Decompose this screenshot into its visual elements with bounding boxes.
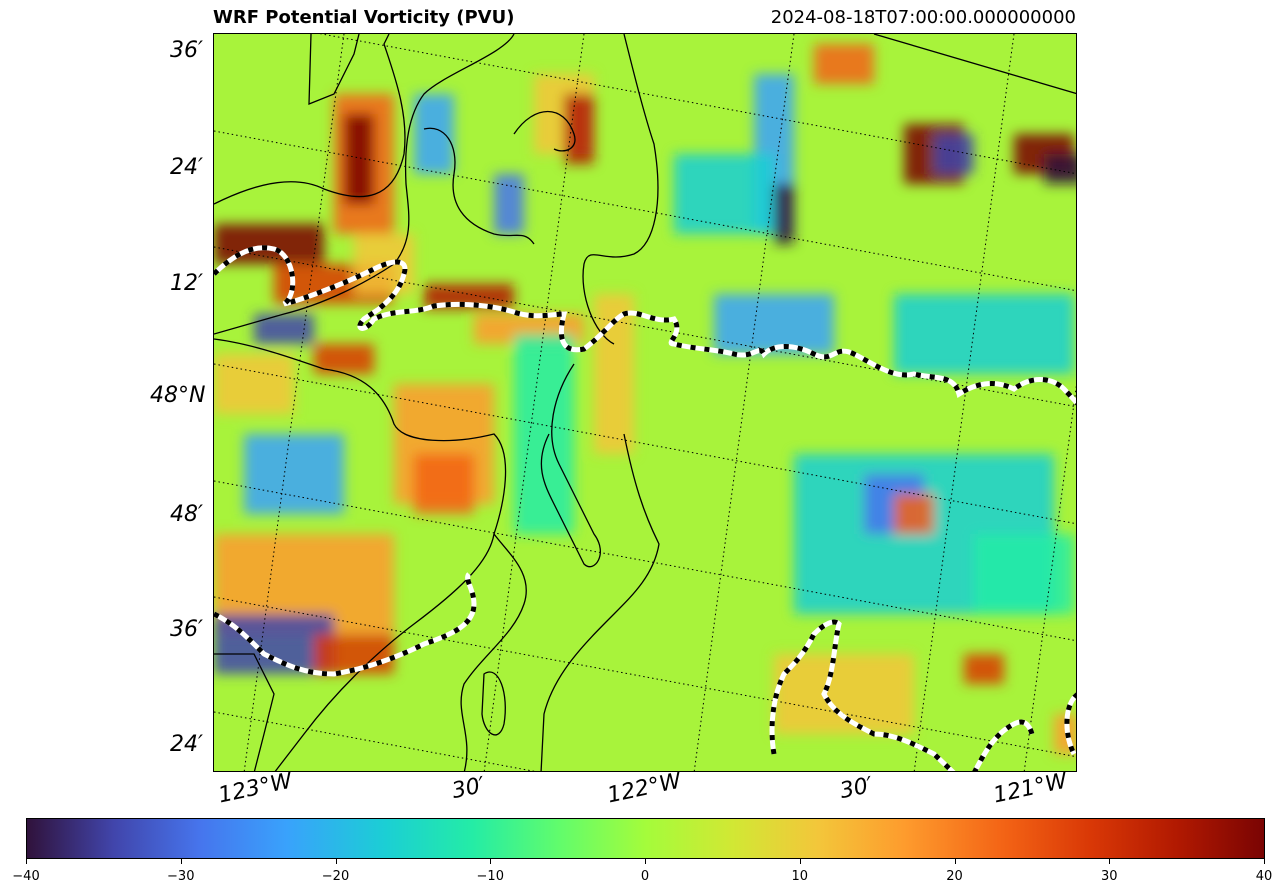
colorbar-tick-label: 40 — [1255, 869, 1273, 884]
colorbar — [26, 818, 1265, 859]
lat-label-24b: 24′ — [170, 732, 203, 757]
lat-label-36a: 36′ — [170, 38, 203, 63]
pv-field-plot — [214, 34, 1076, 771]
colorbar-tick-label: 0 — [640, 869, 650, 884]
colorbar-tick-label: −20 — [321, 869, 350, 884]
map-title: WRF Potential Vorticity (PVU) — [213, 7, 515, 28]
colorbar-tick — [26, 859, 27, 864]
colorbar-tick — [1264, 859, 1265, 864]
colorbar-tick-label: −10 — [476, 869, 504, 884]
lon-label-123w: 123°W — [216, 768, 295, 809]
lon-label-30b: 30′ — [837, 772, 876, 805]
colorbar-tick-label: −30 — [167, 869, 195, 884]
colorbar-tick-label: 10 — [791, 869, 809, 884]
lon-label-30a: 30′ — [449, 772, 488, 805]
pv-field-shading — [214, 44, 1076, 754]
lat-label-24a: 24′ — [170, 155, 203, 180]
lat-label-12: 12′ — [170, 271, 203, 296]
colorbar-tick-label: 20 — [946, 869, 963, 884]
valid-time-label: 2024-08-18T07:00:00.000000000 — [770, 7, 1076, 28]
colorbar-tick — [799, 859, 801, 864]
colorbar-tick — [490, 859, 492, 864]
colorbar-tick — [180, 859, 182, 864]
colorbar-tick-label: 30 — [1100, 869, 1118, 884]
colorbar-tick — [645, 859, 646, 864]
colorbar-tick — [954, 859, 956, 864]
lat-label-48n: 48°N — [150, 383, 206, 408]
colorbar-tick — [1109, 859, 1111, 864]
lat-label-48: 48′ — [170, 502, 203, 527]
colorbar-tick-label: −40 — [12, 869, 40, 884]
lon-label-121w: 121°W — [991, 768, 1070, 809]
coastline — [214, 34, 1076, 771]
pv-map-panel — [213, 33, 1077, 772]
lat-label-36b: 36′ — [170, 617, 203, 642]
lon-label-122w: 122°W — [605, 768, 684, 809]
state-border — [214, 245, 1076, 771]
colorbar-tick — [335, 859, 337, 864]
